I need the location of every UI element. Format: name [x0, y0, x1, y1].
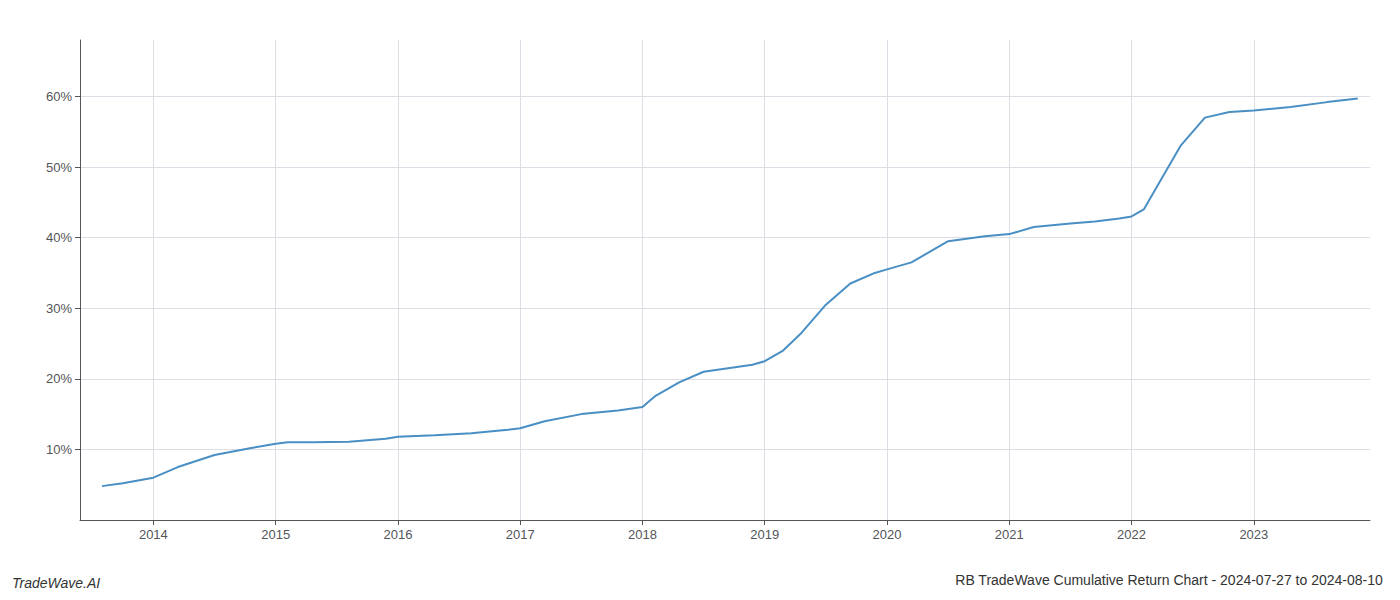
svg-text:2020: 2020: [873, 527, 902, 542]
svg-text:2018: 2018: [628, 527, 657, 542]
svg-text:40%: 40%: [46, 230, 72, 245]
svg-text:RB TradeWave Cumulative Return: RB TradeWave Cumulative Return Chart - 2…: [955, 572, 1383, 588]
svg-text:2015: 2015: [261, 527, 290, 542]
svg-text:20%: 20%: [46, 371, 72, 386]
svg-text:TradeWave.AI: TradeWave.AI: [12, 575, 100, 591]
svg-text:2014: 2014: [139, 527, 168, 542]
svg-text:2016: 2016: [383, 527, 412, 542]
svg-text:30%: 30%: [46, 301, 72, 316]
svg-text:50%: 50%: [46, 160, 72, 175]
svg-text:60%: 60%: [46, 89, 72, 104]
svg-text:2021: 2021: [995, 527, 1024, 542]
svg-text:2023: 2023: [1239, 527, 1268, 542]
svg-text:2022: 2022: [1117, 527, 1146, 542]
svg-text:10%: 10%: [46, 442, 72, 457]
svg-text:2017: 2017: [506, 527, 535, 542]
svg-text:2019: 2019: [750, 527, 779, 542]
